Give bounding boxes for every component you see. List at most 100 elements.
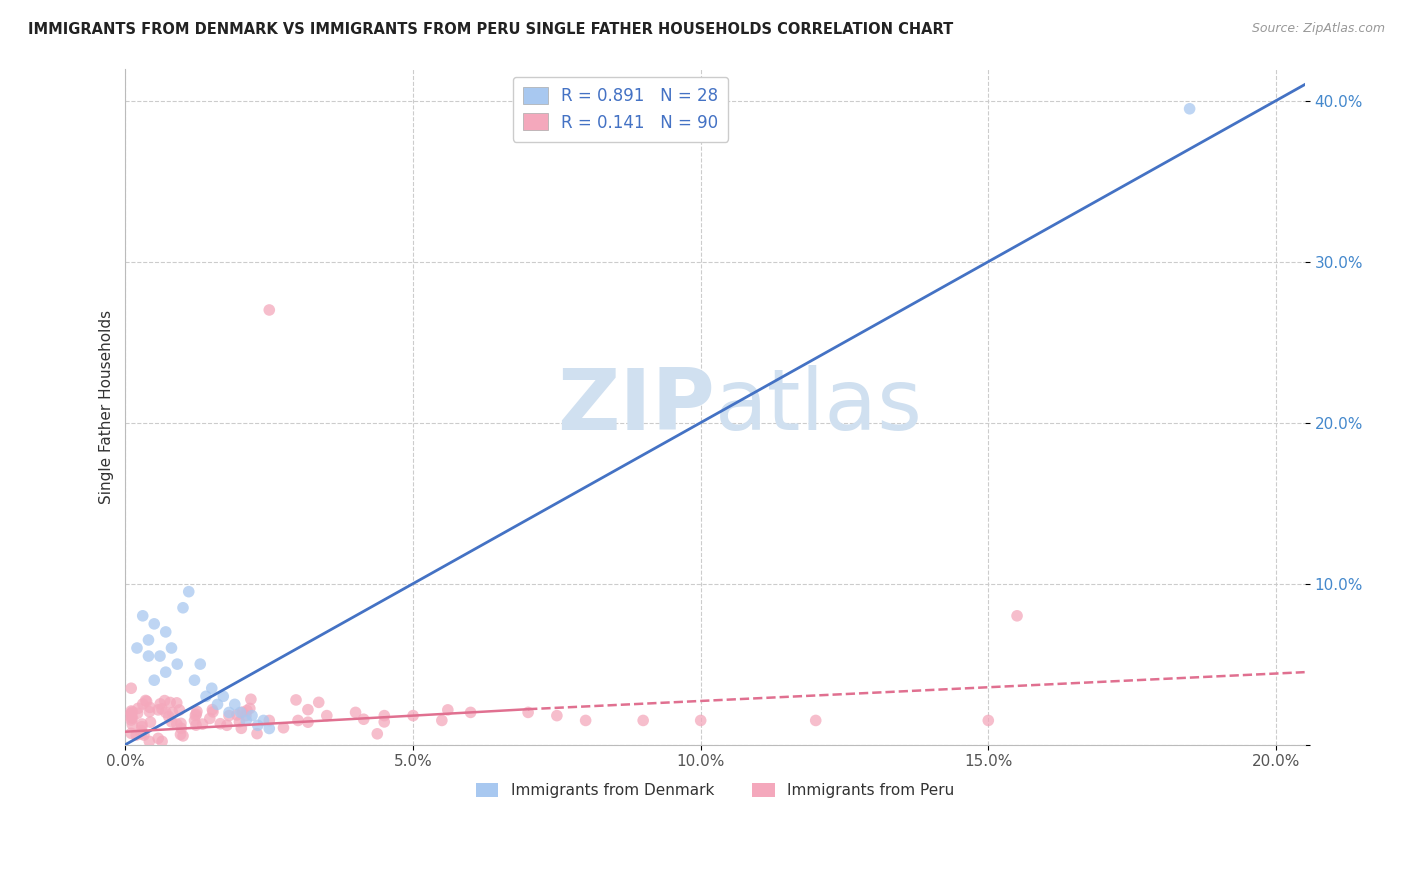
Point: [162, 706, 184, 720]
Point: [138, 705, 160, 719]
Point: [315, 708, 337, 723]
Point: [246, 726, 269, 740]
Point: [353, 712, 375, 726]
Point: [183, 673, 205, 688]
Point: [125, 640, 148, 655]
Point: [228, 714, 250, 729]
Point: [135, 694, 157, 708]
Point: [120, 704, 142, 718]
Point: [201, 705, 224, 719]
Point: [160, 714, 183, 729]
Point: [373, 708, 395, 723]
Point: [246, 718, 269, 732]
Point: [201, 681, 224, 696]
Text: ZIP: ZIP: [557, 365, 716, 448]
Point: [186, 707, 208, 722]
Point: [138, 632, 160, 647]
Point: [184, 718, 207, 732]
Point: [132, 728, 155, 742]
Point: [121, 717, 143, 731]
Point: [252, 714, 274, 728]
Point: [157, 709, 180, 723]
Point: [120, 706, 142, 721]
Point: [218, 708, 240, 723]
Point: [517, 706, 540, 720]
Point: [132, 608, 155, 623]
Point: [155, 665, 177, 680]
Point: [169, 727, 191, 741]
Point: [186, 704, 208, 718]
Point: [139, 700, 162, 714]
Point: [297, 715, 319, 730]
Point: [153, 693, 176, 707]
Point: [198, 711, 221, 725]
Point: [273, 721, 295, 735]
Point: [195, 690, 218, 704]
Point: [259, 722, 281, 736]
Point: [1178, 102, 1201, 116]
Point: [1005, 608, 1028, 623]
Point: [239, 692, 262, 706]
Point: [138, 734, 160, 748]
Point: [460, 706, 482, 720]
Point: [231, 722, 253, 736]
Point: [121, 711, 143, 725]
Point: [166, 717, 188, 731]
Point: [155, 706, 177, 720]
Y-axis label: Single Father Households: Single Father Households: [100, 310, 114, 504]
Point: [207, 698, 229, 712]
Point: [235, 714, 257, 728]
Point: [218, 706, 240, 720]
Point: [259, 714, 281, 728]
Point: [297, 703, 319, 717]
Point: [212, 690, 235, 704]
Point: [229, 706, 252, 720]
Point: [689, 714, 711, 728]
Point: [127, 706, 149, 721]
Point: [225, 707, 247, 722]
Point: [231, 705, 253, 719]
Point: [373, 714, 395, 729]
Point: [120, 726, 142, 740]
Point: [150, 734, 173, 748]
Point: [183, 714, 205, 728]
Legend: Immigrants from Denmark, Immigrants from Peru: Immigrants from Denmark, Immigrants from…: [470, 777, 960, 805]
Point: [308, 695, 330, 709]
Point: [139, 715, 162, 730]
Point: [546, 708, 568, 723]
Point: [149, 648, 172, 663]
Point: [120, 681, 142, 696]
Point: [209, 716, 232, 731]
Point: [236, 704, 259, 718]
Point: [215, 718, 238, 732]
Point: [437, 703, 460, 717]
Point: [131, 720, 153, 734]
Point: [148, 731, 170, 746]
Point: [172, 729, 194, 743]
Point: [131, 717, 153, 731]
Point: [135, 693, 157, 707]
Point: [120, 713, 142, 727]
Point: [239, 701, 262, 715]
Point: [977, 714, 1000, 728]
Point: [170, 716, 193, 731]
Point: [240, 708, 263, 723]
Point: [170, 721, 193, 735]
Point: [160, 640, 183, 655]
Point: [188, 657, 211, 672]
Point: [366, 727, 388, 741]
Point: [430, 714, 453, 728]
Point: [131, 726, 153, 740]
Point: [575, 714, 598, 728]
Point: [287, 714, 309, 728]
Point: [224, 698, 246, 712]
Point: [191, 717, 214, 731]
Point: [125, 728, 148, 742]
Point: [127, 701, 149, 715]
Point: [129, 723, 152, 738]
Point: [155, 624, 177, 639]
Point: [235, 708, 257, 723]
Point: [166, 657, 188, 672]
Point: [402, 708, 425, 723]
Point: [201, 703, 224, 717]
